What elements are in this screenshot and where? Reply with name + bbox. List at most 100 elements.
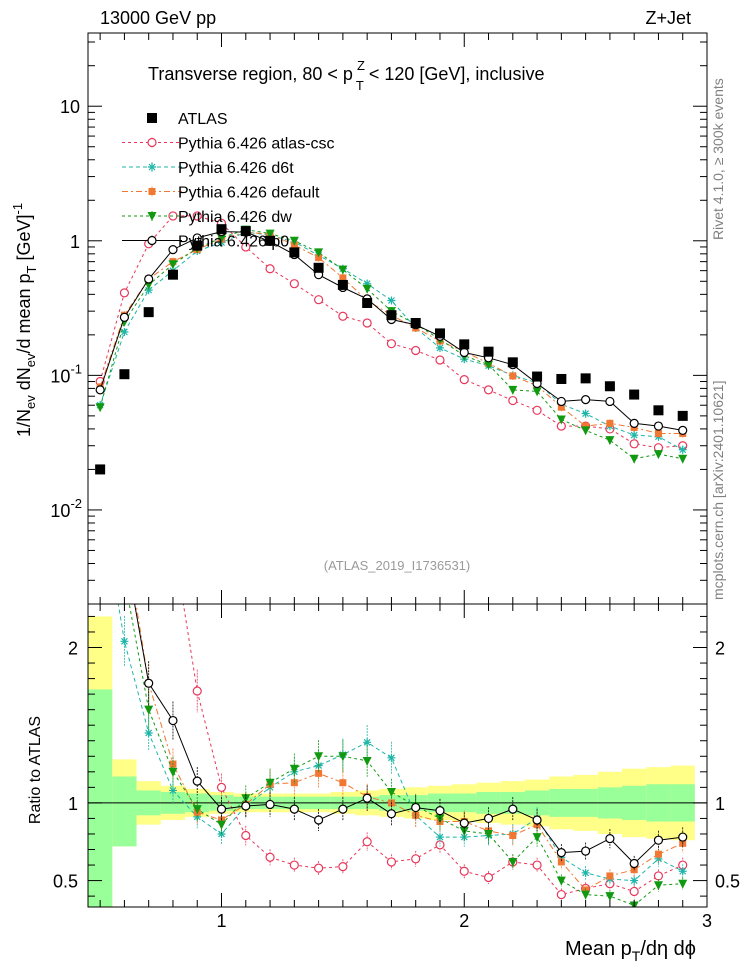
main-point-dw — [532, 387, 542, 397]
atlas-data-point — [677, 410, 688, 421]
ratio-point-dw — [120, 574, 129, 583]
main-point-d6t — [363, 279, 372, 288]
legend-label: Pythia 6.426 d6t — [178, 160, 294, 177]
ratio-point-csc — [459, 866, 469, 876]
main-series — [95, 211, 688, 475]
main-line-csc — [99, 215, 683, 449]
ratio-series — [96, 318, 688, 907]
ratio-point-d6t — [363, 738, 372, 747]
main-point-dw — [629, 454, 639, 464]
main-point-p0 — [556, 396, 566, 407]
ratio-point-dw — [386, 788, 396, 798]
ratio-point-dw — [532, 833, 542, 843]
x-axis-label: Mean pT/dη dϕ — [565, 938, 696, 964]
ratio-point-dw — [144, 705, 154, 715]
ratio-point-def — [509, 832, 517, 840]
ratio-point-p0 — [508, 804, 518, 814]
legend-label: ATLAS — [178, 111, 228, 128]
legend-label: Pythia 6.426 dw — [178, 209, 292, 226]
atlas-data-point — [386, 310, 397, 321]
ratio-y-tick-label-right: 0.5 — [715, 872, 740, 892]
atlas-data-point — [483, 346, 494, 357]
ratio-y-tick-label-right: 2 — [715, 639, 725, 659]
main-line-p0 — [99, 231, 683, 431]
ratio-point-csc — [653, 871, 664, 881]
ratio-point-dw — [435, 814, 445, 824]
ratio-point-d6t — [630, 876, 639, 885]
main-point-p0 — [581, 395, 591, 405]
atlas-data-point — [507, 357, 518, 368]
main-line-def — [99, 231, 683, 434]
main-point-dw — [605, 436, 615, 446]
main-point-csc — [119, 288, 130, 298]
ratio-point-csc — [338, 861, 348, 872]
atlas-data-point — [532, 371, 543, 382]
atlas-data-point — [95, 464, 106, 475]
ratio-point-p0 — [120, 543, 128, 551]
legend-entry-data: ATLAS — [147, 111, 228, 128]
ratio-point-d6t — [96, 488, 104, 496]
ratio-point-csc — [216, 782, 227, 792]
ratio-point-p0 — [532, 815, 542, 825]
rivet-label: Rivet 4.1.0, ≥ 300k events — [710, 78, 726, 240]
main-point-csc — [459, 375, 469, 385]
ratio-point-d6t — [168, 786, 177, 795]
ratio-y-tick-label-right: 1 — [715, 794, 725, 814]
main-point-csc — [338, 311, 348, 321]
legend-marker — [147, 235, 157, 246]
ratio-y-tick-label: 1 — [68, 794, 78, 814]
main-point-csc — [192, 211, 202, 221]
main-point-dw — [168, 260, 178, 270]
main-point-d6t — [581, 409, 590, 418]
legend-label: Pythia 6.426 atlas-csc — [178, 136, 335, 153]
atlas-data-point — [167, 269, 178, 280]
ratio-point-csc — [145, 457, 153, 465]
legend-marker — [147, 212, 157, 221]
ratio-series-p0 — [120, 543, 688, 872]
main-point-dw — [338, 265, 348, 275]
main-y-tick-label: 1 — [70, 232, 80, 252]
legend-entry-dw: Pythia 6.426 dw — [122, 209, 292, 226]
ratio-point-def — [315, 769, 323, 777]
mcplots-label: mcplots.cern.ch [arXiv:2401.10621] — [710, 381, 726, 600]
legend-marker — [148, 163, 156, 171]
ratio-point-def — [557, 858, 565, 866]
ratio-point-d6t — [144, 728, 153, 737]
main-point-dw — [653, 450, 663, 460]
ratio-point-p0 — [678, 832, 688, 842]
ratio-point-dw — [289, 764, 299, 774]
ratio-point-def — [290, 779, 298, 787]
ratio-point-p0 — [556, 848, 566, 858]
ratio-point-def — [339, 779, 347, 787]
main-point-d6t — [678, 445, 687, 454]
band-inner-bin — [112, 776, 137, 847]
ratio-y-axis-label: Ratio to ATLAS — [27, 716, 44, 824]
ratio-point-p0 — [338, 804, 348, 814]
atlas-data-point — [459, 339, 470, 350]
atlas-data-point — [265, 235, 276, 246]
ratio-point-def — [97, 318, 104, 325]
main-point-def — [582, 422, 590, 430]
atlas-data-point — [362, 297, 373, 308]
main-point-csc — [241, 242, 251, 252]
ratio-point-p0 — [483, 813, 494, 824]
main-point-dw — [314, 248, 324, 258]
legend-label: Pythia 6.426 default — [178, 185, 320, 202]
ratio-point-d6t — [120, 637, 129, 646]
ratio-point-p0 — [241, 801, 251, 811]
main-point-csc — [508, 395, 518, 406]
ratio-point-dw — [605, 892, 615, 902]
main-point-p0 — [678, 425, 688, 435]
main-point-csc — [289, 279, 299, 289]
ratio-point-csc — [556, 889, 566, 900]
main-point-d6t — [387, 296, 396, 305]
ratio-point-csc — [435, 840, 445, 850]
atlas-data-point — [629, 389, 640, 400]
ratio-point-csc — [241, 830, 251, 841]
main-point-dw — [362, 284, 372, 294]
ratio-point-dw — [96, 504, 105, 513]
header-left: 13000 GeV pp — [100, 8, 216, 28]
main-point-csc — [483, 385, 494, 395]
ratio-point-dw — [556, 876, 566, 886]
atlas-data-point — [119, 369, 130, 380]
